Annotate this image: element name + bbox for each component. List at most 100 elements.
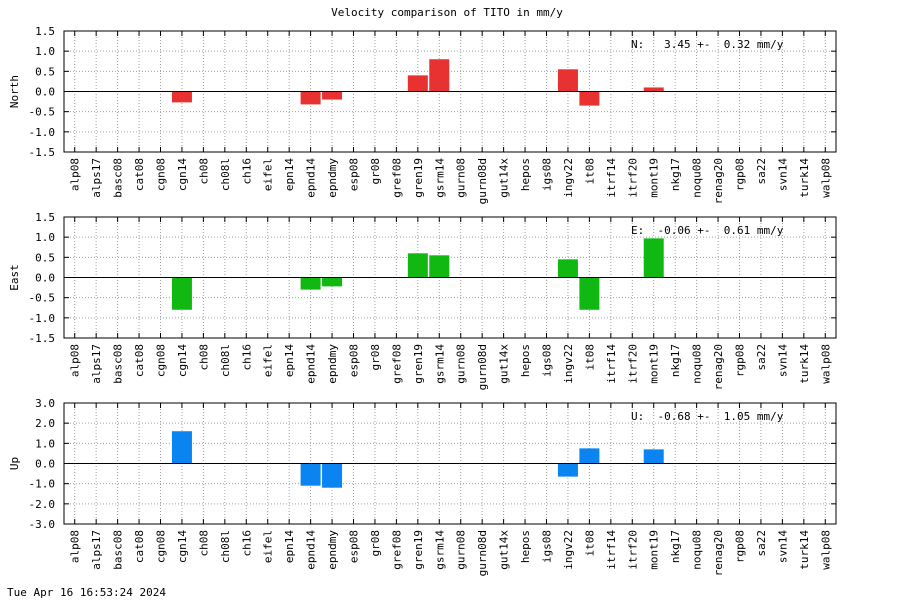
x-tick-label: alp08 [69, 158, 82, 191]
x-tick-label: gr08 [369, 344, 382, 371]
bar-epnd14 [300, 277, 321, 290]
y-tick-label: -3.0 [29, 518, 56, 531]
x-tick-label: sa22 [755, 158, 768, 185]
x-tick-label: walp08 [819, 158, 832, 198]
x-tick-label: gren19 [412, 344, 425, 384]
x-tick-label: mont19 [648, 530, 661, 570]
x-tick-label: eifel [262, 158, 275, 191]
x-tick-label: itrf20 [626, 344, 639, 384]
x-tick-label: itrf20 [626, 530, 639, 570]
x-tick-label: epnd14 [305, 158, 318, 198]
x-tick-label: renag20 [712, 344, 725, 390]
bar-cgn14 [171, 431, 192, 464]
bar-gren19 [407, 75, 428, 92]
x-tick-label: sa22 [755, 344, 768, 371]
x-tick-label: igs08 [541, 344, 554, 377]
x-tick-label: itrf14 [605, 158, 618, 198]
x-tick-label: ch08 [197, 530, 210, 557]
summary-annotation: U: -0.68 +- 1.05 mm/y [631, 410, 784, 423]
y-tick-label: -1.5 [29, 332, 56, 345]
x-tick-label: ch08 [197, 344, 210, 371]
x-tick-label: walp08 [819, 530, 832, 570]
plot-frame [63, 30, 837, 153]
x-tick-label: cat08 [133, 344, 146, 377]
timestamp: Tue Apr 16 16:53:24 2024 [7, 586, 166, 599]
x-tick-label: epndmy [326, 344, 339, 384]
x-tick-label: it08 [583, 530, 596, 557]
x-tick-label: igs08 [541, 158, 554, 191]
x-tick-label: renag20 [712, 158, 725, 204]
x-tick-label: alp08 [69, 530, 82, 563]
y-tick-label: 1.0 [35, 45, 55, 58]
x-tick-label: itrf14 [605, 344, 618, 384]
x-tick-label: cgn08 [155, 158, 168, 191]
x-tick-label: turk14 [798, 530, 811, 570]
bar-mont19 [643, 449, 664, 464]
x-tick-label: cgn08 [155, 530, 168, 563]
x-tick-label: cgn14 [176, 344, 189, 377]
x-tick-label: ch08l [219, 344, 232, 377]
summary-annotation: E: -0.06 +- 0.61 mm/y [631, 224, 784, 237]
y-tick-label: 0.5 [35, 65, 55, 78]
x-tick-label: epn14 [283, 530, 296, 563]
bar-gsrm14 [429, 59, 450, 92]
x-tick-label: esp08 [348, 158, 361, 191]
x-tick-label: epndmy [326, 530, 339, 570]
bar-epndmy [322, 463, 343, 488]
x-tick-label: eifel [262, 530, 275, 563]
bar-mont19 [643, 238, 664, 278]
x-tick-label: gurn08d [476, 158, 489, 204]
bar-ingv22 [557, 463, 578, 477]
y-tick-label: 0.0 [35, 272, 55, 285]
y-tick-label: -1.0 [29, 126, 56, 139]
y-tick-label: -1.0 [29, 478, 56, 491]
bar-epnd14 [300, 91, 321, 105]
x-tick-label: gren19 [412, 530, 425, 570]
x-tick-label: ch08 [197, 158, 210, 185]
x-tick-label: epndmy [326, 158, 339, 198]
x-tick-label: rgp08 [734, 158, 747, 191]
bar-it08 [579, 448, 600, 464]
x-tick-label: eifel [262, 344, 275, 377]
bar-ingv22 [557, 259, 578, 278]
x-tick-label: gurn08 [455, 158, 468, 198]
x-tick-label: svn14 [776, 530, 789, 563]
x-tick-label: basc08 [112, 344, 125, 384]
x-tick-label: gut14x [498, 530, 511, 570]
x-tick-label: gut14x [498, 158, 511, 198]
x-tick-label: gref08 [390, 530, 403, 570]
x-tick-label: cat08 [133, 530, 146, 563]
y-tick-label: -1.5 [29, 146, 56, 159]
x-tick-label: ingv22 [562, 344, 575, 384]
x-tick-label: ch08l [219, 158, 232, 191]
x-tick-label: epn14 [283, 344, 296, 377]
x-tick-label: alps17 [90, 530, 103, 570]
x-tick-label: hepos [519, 530, 532, 563]
x-tick-label: ingv22 [562, 530, 575, 570]
x-tick-label: gsrm14 [433, 530, 446, 570]
x-tick-label: svn14 [776, 344, 789, 377]
x-tick-label: itrf20 [626, 158, 639, 198]
x-tick-label: walp08 [819, 344, 832, 384]
x-tick-label: gurn08d [476, 344, 489, 390]
x-tick-label: basc08 [112, 530, 125, 570]
y-tick-label: 1.5 [35, 211, 55, 224]
y-tick-label: -0.5 [29, 292, 56, 305]
x-tick-label: gsrm14 [433, 344, 446, 384]
bar-mont19 [643, 87, 664, 92]
x-tick-label: noqu08 [691, 530, 704, 570]
x-tick-label: basc08 [112, 158, 125, 198]
x-tick-label: itrf14 [605, 530, 618, 570]
x-tick-label: sa22 [755, 530, 768, 557]
x-tick-label: gurn08 [455, 530, 468, 570]
x-tick-label: alps17 [90, 344, 103, 384]
y-axis-label: East [8, 264, 21, 291]
bar-cgn14 [171, 277, 192, 310]
x-tick-label: epn14 [283, 158, 296, 191]
x-tick-label: nkg17 [669, 530, 682, 563]
x-tick-label: it08 [583, 158, 596, 185]
x-tick-label: gr08 [369, 530, 382, 557]
bar-gren19 [407, 253, 428, 278]
plot-frame [63, 402, 837, 525]
